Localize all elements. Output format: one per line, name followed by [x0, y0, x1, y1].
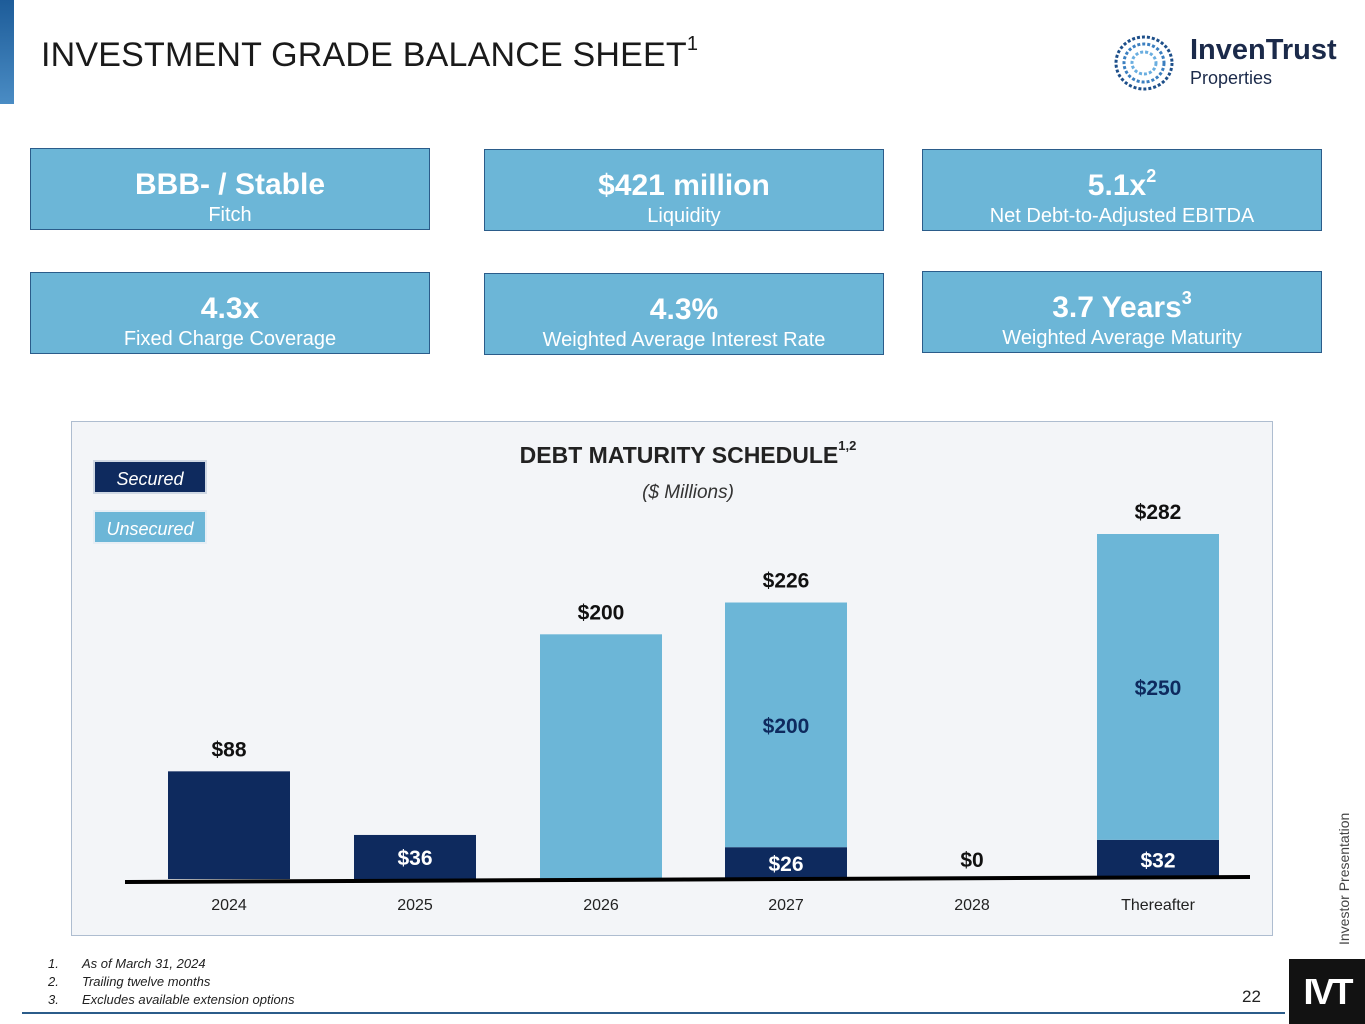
x-tick-label: 2027: [768, 897, 804, 914]
globe-logo-icon: [1114, 35, 1174, 91]
footnote: 3. Excludes available extension options: [48, 992, 295, 1007]
bar-secured-2024: [168, 771, 290, 879]
footnotes: 1. As of March 31, 2024 2. Trailing twelve…: [48, 955, 294, 1009]
x-tick-label: 2024: [211, 897, 247, 914]
segment-label: $32: [1140, 849, 1175, 872]
logo-sub: Properties: [1190, 68, 1273, 88]
bar-unsecured-2027: [725, 602, 847, 848]
x-tick-label: 2025: [397, 897, 433, 914]
bar-secured-2025: [354, 834, 476, 879]
segment-label: $26: [768, 853, 803, 876]
side-label: Investor Presentation: [1336, 812, 1352, 945]
segment-label: $36: [397, 847, 432, 870]
bar-unsecured-2026: [540, 634, 662, 879]
chart-subtitle: ($ Millions): [642, 482, 734, 503]
kpi-interest-rate: 4.3% Weighted Average Interest Rate: [484, 273, 884, 355]
footnote: 1. As of March 31, 2024: [48, 956, 206, 971]
x-tick-label: 2028: [954, 897, 990, 914]
bar-secured-2027: [725, 847, 847, 879]
legend-unsecured: Unsecured: [93, 510, 207, 544]
page-title: INVESTMENT GRADE BALANCE SHEET1: [41, 32, 699, 74]
segment-label: $250: [1135, 677, 1182, 700]
page-number: 22: [1242, 987, 1261, 1006]
kpi-net-debt-ebitda: 5.1x2 Net Debt-to-Adjusted EBITDA: [922, 149, 1322, 231]
company-logo: InvenTrust Properties: [1112, 34, 1342, 92]
kpi-fixed-charge-coverage: 4.3x Fixed Charge Coverage: [30, 272, 430, 354]
total-label: $88: [211, 738, 246, 761]
legend-secured: Secured: [93, 460, 207, 494]
x-axis-line: [124, 875, 1251, 884]
chart-title: DEBT MATURITY SCHEDULE1,2: [519, 438, 857, 468]
corner-logo-mark: IVT: [1289, 959, 1365, 1024]
total-label: $282: [1135, 501, 1182, 524]
kpi-weighted-maturity: 3.7 Years3 Weighted Average Maturity: [922, 271, 1322, 353]
bar-unsecured-thereafter: [1097, 534, 1219, 840]
kpi-credit-rating: BBB- / Stable Fitch: [30, 148, 430, 230]
x-tick-label: 2026: [583, 897, 619, 914]
segment-label: $200: [763, 715, 810, 738]
logo-name: InvenTrust: [1190, 34, 1337, 66]
footnote: 2. Trailing twelve months: [48, 974, 211, 989]
total-label: $200: [578, 601, 625, 624]
total-label: $226: [763, 570, 810, 593]
footer-divider: [22, 1012, 1285, 1014]
x-tick-label: Thereafter: [1121, 897, 1195, 914]
left-accent-bar: [0, 0, 14, 104]
total-label: $0: [960, 849, 983, 872]
bar-secured-thereafter: [1097, 839, 1219, 879]
kpi-liquidity: $421 million Liquidity: [484, 149, 884, 231]
